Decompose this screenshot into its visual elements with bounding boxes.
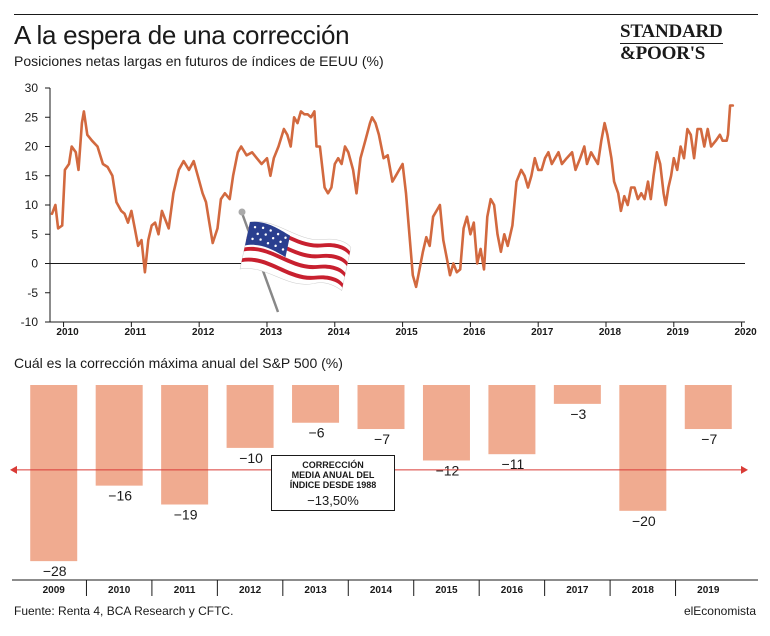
x-axis: 2009 2010 2011 2012 2013 2014 2015 2016 2017 2018… [12,579,758,596]
bar-value-label: −16 [108,488,132,504]
bar-value-label: −12 [436,462,460,478]
bar-value-label: −11 [502,456,525,472]
y-tick-label: 20 [25,140,39,154]
y-tick-label: 30 [25,81,39,95]
us-flag-icon [238,208,352,313]
y-tick-label: -5 [27,286,38,300]
standard-poors-logo: STANDARD &POOR'S [620,22,758,64]
annotation-value: −13,50% [307,493,359,508]
bar-value-label: −7 [701,431,717,447]
x-tick-label: 2015 [395,327,418,338]
y-tick-label: 15 [25,169,39,183]
bar [684,385,732,430]
publisher-brand: elEconomista [683,604,756,618]
bar-value-label: −10 [239,450,263,466]
logo-line-2: &POOR'S [620,43,706,64]
category-label: 2011 [174,585,196,596]
category-label: 2013 [304,585,327,596]
bar [422,385,470,461]
annotation-text: CORRECCIÓN MEDIA ANUAL DEL ÍNDICE DESDE … [289,460,377,490]
category-label: 2019 [697,585,720,596]
bar-value-label: −7 [374,431,390,447]
bar [161,385,209,505]
y-axis: 30 25 20 15 10 5 0 -5 -10 [21,81,745,329]
bar [357,385,405,430]
category-label: 2009 [43,585,66,596]
line-series [50,104,735,289]
category-label: 2010 [108,585,131,596]
x-axis: 2010 2011 2012 2013 2014 2015 2016 2017 2018 2019… [50,321,757,338]
top-rule [14,14,758,15]
bar [553,385,601,404]
chart-title: A la espera de una corrección [14,20,350,50]
bar-value-label: −3 [570,406,586,422]
x-tick-label: 2011 [125,327,147,338]
y-tick-label: 25 [25,110,39,124]
bar-value-label: −19 [174,507,198,523]
source-note: Fuente: Renta 4, BCA Research y CFTC. [14,604,234,618]
category-label: 2018 [632,585,655,596]
x-tick-label: 2012 [192,327,215,338]
x-tick-label: 2016 [463,327,486,338]
category-label: 2015 [435,585,458,596]
arrow-left-icon [10,465,17,474]
category-label: 2017 [566,585,589,596]
bar-value-label: −6 [309,425,325,441]
chart-subtitle: Posiciones netas largas en futuros de ín… [14,53,384,69]
y-tick-label: 0 [31,257,38,271]
y-tick-label: 5 [31,227,38,241]
bars: −28 −16 −19 −10 −6 −7 −12 −11 −3 −20 −7 [30,385,732,579]
average-annotation-box: CORRECCIÓN MEDIA ANUAL DEL ÍNDICE DESDE … [271,455,395,511]
x-tick-label: 2019 [667,327,690,338]
category-label: 2016 [501,585,524,596]
bar [619,385,667,511]
bar-chart-title: Cuál es la corrección máxima anual del S… [14,355,343,371]
bar [292,385,340,423]
category-label: 2014 [370,585,393,596]
bar-value-label: −20 [632,513,656,529]
bar-chart: −28−16−19−10−6 −7−12 −11−3−20−7 2009 2010 20… [10,385,758,596]
x-tick-label: 2010 [56,327,79,338]
bar-value-label: −28 [43,563,67,579]
x-tick-label: 2017 [531,327,554,338]
category-label: 2012 [239,585,262,596]
y-tick-label: 10 [25,198,39,212]
bar [226,385,274,448]
x-tick-label: 2013 [260,327,283,338]
bar [95,385,143,486]
arrow-right-icon [741,465,748,474]
y-tick-label: -10 [21,315,39,329]
bar [30,385,78,562]
bar [488,385,536,455]
x-tick-label: 2018 [599,327,622,338]
x-tick-label: 2014 [328,327,351,338]
x-tick-label: 2020 [734,327,757,338]
